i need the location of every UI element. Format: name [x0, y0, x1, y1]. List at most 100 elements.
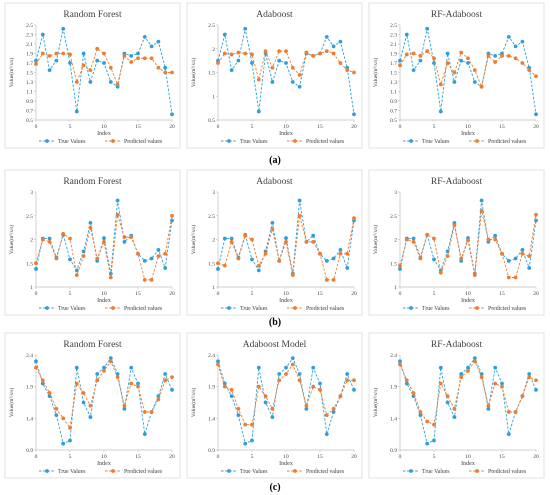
predicted-value-point	[459, 50, 464, 55]
predicted-value-point	[163, 251, 168, 256]
x-tick-label: 20	[351, 291, 357, 297]
legend-label: Predicted values	[124, 469, 163, 475]
x-tick-label: 20	[169, 291, 175, 297]
chart-panel: RF-Adaboost 1 1.5 2 2.5 3 0 5 10 15 20 Index Value(m…	[368, 169, 545, 316]
true-value-point	[54, 413, 59, 418]
predicted-value-point	[452, 70, 457, 75]
true-value-point	[472, 80, 477, 84]
legend-true-values: True Values	[403, 306, 450, 312]
predicted-value-point	[108, 359, 113, 364]
predicted-value-point	[486, 53, 491, 58]
true-value-point	[149, 44, 154, 49]
x-axis-label: Index	[97, 131, 111, 137]
y-tick-label: 3	[30, 190, 33, 196]
predicted-value-point	[304, 239, 309, 244]
true-value-point	[411, 68, 416, 73]
predicted-value-point	[115, 375, 120, 380]
y-axis-label: Value(m³/s/s)	[8, 388, 15, 418]
predicted-value-point	[331, 406, 336, 411]
chart-title: RF-Adaboost	[431, 177, 483, 187]
true-value-point	[318, 381, 322, 386]
predicted-value-point	[81, 391, 86, 395]
predicted-value-point	[411, 51, 416, 56]
predicted-value-point	[229, 239, 234, 244]
legend-predicted-values: Predicted values	[287, 469, 345, 475]
y-tick-label: 1.1	[390, 90, 397, 96]
true-value-point	[34, 267, 38, 271]
true-value-point	[398, 359, 402, 364]
true-value-point	[297, 84, 302, 89]
y-tick-label: 0.5	[26, 118, 33, 124]
y-tick-label: 2.5	[208, 23, 215, 29]
true-value-point	[493, 53, 498, 58]
true-value-point	[506, 258, 511, 263]
y-tick-label: 1.5	[26, 71, 33, 77]
true-value-point	[115, 198, 120, 203]
true-value-point	[352, 387, 356, 392]
legend-marker	[475, 139, 479, 143]
predicted-value-point	[40, 51, 45, 56]
true-value-point	[324, 432, 329, 437]
true-value-point	[68, 438, 72, 443]
true-value-point	[74, 109, 79, 114]
y-tick-label: 1.5	[390, 261, 397, 267]
x-tick-label: 15	[135, 454, 141, 460]
x-tick-label: 20	[351, 124, 357, 130]
true-value-point	[438, 365, 443, 370]
predicted-value-point	[136, 251, 140, 256]
predicted-value-point	[81, 254, 86, 259]
true-value-point	[163, 65, 168, 70]
true-values-line	[399, 200, 537, 274]
row-label-c: (c)	[269, 482, 280, 493]
true-value-point	[88, 220, 93, 225]
y-tick-label: 2	[212, 47, 215, 53]
y-tick-label: 2.5	[26, 23, 33, 29]
true-value-point	[229, 236, 234, 241]
panel-border	[4, 2, 181, 149]
predicted-value-point	[102, 239, 106, 244]
predicted-value-point	[149, 410, 154, 414]
true-value-point	[216, 359, 220, 364]
predicted-value-point	[102, 368, 106, 373]
predicted-value-point	[95, 46, 100, 51]
true-value-point	[229, 394, 234, 399]
y-tick-label: 1.5	[26, 261, 33, 267]
y-tick-label: 2.4	[26, 353, 33, 359]
legend-label: Predicted values	[124, 139, 163, 145]
true-value-point	[418, 413, 423, 418]
x-tick-label: 10	[101, 454, 107, 460]
x-tick-label: 10	[283, 454, 289, 460]
predicted-value-point	[115, 82, 120, 87]
true-value-point	[40, 32, 45, 37]
legend-marker	[45, 469, 49, 473]
true-value-point	[229, 68, 234, 73]
predicted-value-point	[54, 406, 59, 411]
true-value-point	[81, 400, 86, 405]
predicted-value-point	[297, 378, 302, 383]
true-value-point	[61, 26, 66, 31]
true-value-point	[297, 198, 302, 203]
predicted-value-point	[95, 256, 100, 261]
predicted-value-point	[418, 53, 423, 58]
predicted-value-point	[493, 381, 498, 386]
true-value-point	[122, 406, 127, 411]
predicted-value-point	[222, 263, 227, 268]
y-tick-label: 2	[394, 238, 397, 244]
predicted-value-point	[156, 254, 161, 259]
true-value-point	[243, 26, 248, 31]
predicted-value-point	[486, 237, 491, 242]
true-value-point	[270, 80, 275, 84]
predicted-value-point	[418, 256, 423, 261]
chart-panel: Adaboost 0.5 1 1.5 2 2.5 0 5 10 15 20 Index Value(m³…	[186, 2, 363, 149]
x-tick-label: 10	[465, 291, 471, 297]
predicted-value-point	[290, 273, 295, 278]
true-value-point	[54, 58, 59, 63]
legend-marker	[293, 469, 297, 473]
predicted-value-point	[425, 232, 430, 237]
predicted-value-point	[324, 49, 329, 54]
x-tick-label: 15	[317, 124, 323, 130]
predicted-value-point	[520, 61, 525, 65]
predicted-value-point	[345, 378, 350, 383]
predicted-value-point	[47, 239, 52, 244]
